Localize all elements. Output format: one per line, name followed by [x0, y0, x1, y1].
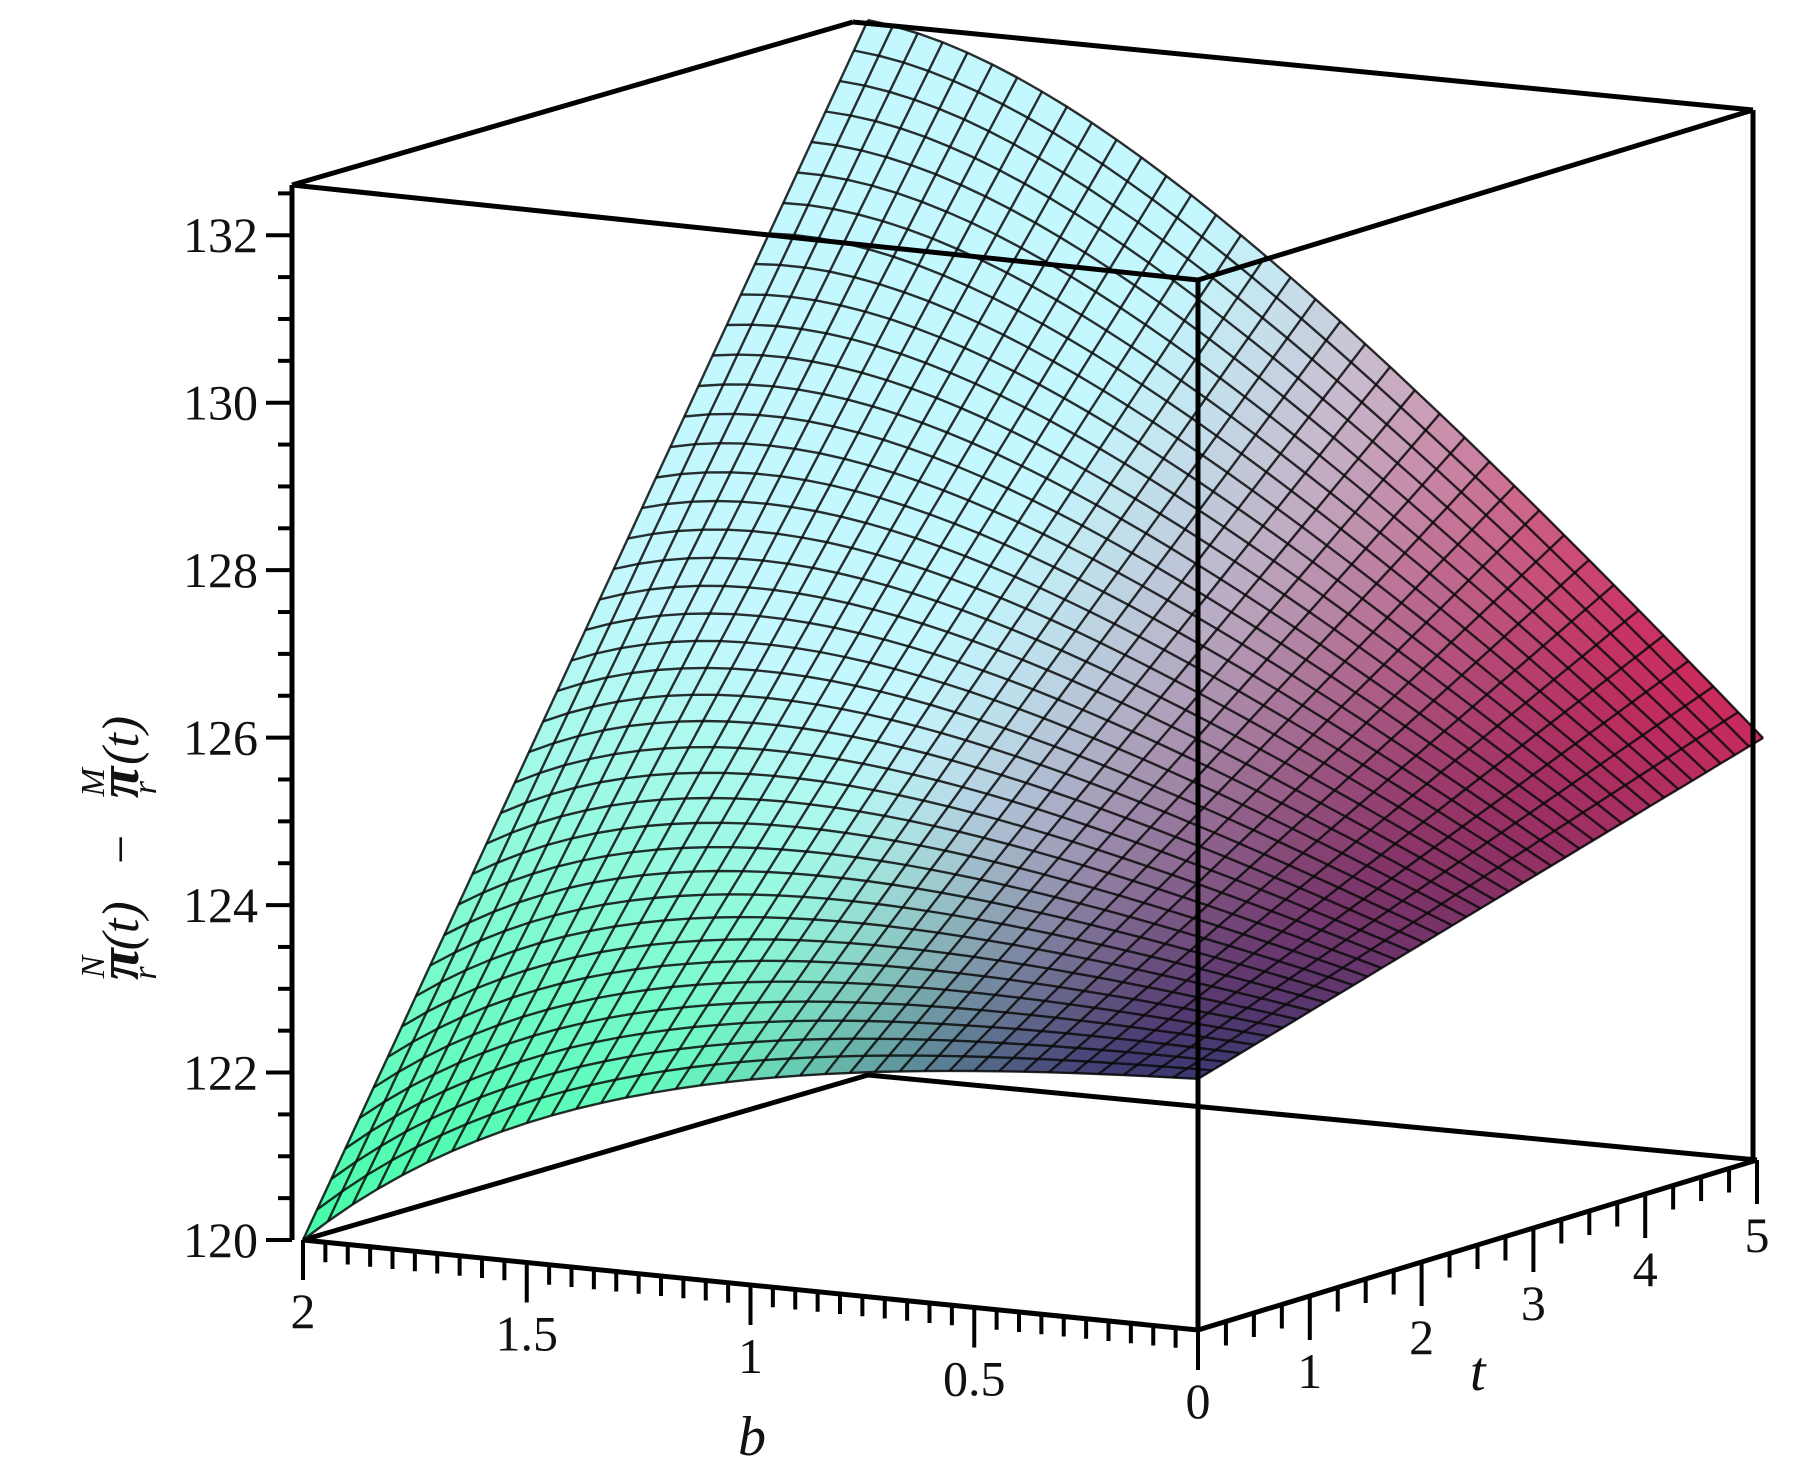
mesh-line-t: [698, 383, 1595, 842]
svg-text:πNr(t)−πMr(t): πN r(t)−πM r(t): [75, 716, 164, 980]
box-edge-back-bottom-right: [867, 1072, 1758, 1163]
mesh-line-t: [769, 232, 1665, 799]
mesh-line-t: [401, 938, 1298, 1028]
z-tick-label: 124: [183, 877, 258, 933]
t-tick-label: 1: [1297, 1343, 1322, 1399]
mesh-line-t: [472, 821, 1368, 978]
z-axis-title: πN r(t)−πM r(t): [75, 716, 164, 980]
mesh-line-t: [670, 441, 1566, 859]
b-tick-label: 1: [738, 1328, 763, 1384]
mesh-line-t: [571, 639, 1467, 918]
b-tick-label: 2: [291, 1283, 316, 1339]
mesh-line-t: [372, 980, 1269, 1089]
b-axis-title: b: [738, 1406, 766, 1468]
mesh-line-t: [853, 49, 1750, 748]
mesh-line-t: [825, 110, 1722, 765]
t-tick-label: 3: [1521, 1275, 1546, 1331]
mesh-line-t: [712, 353, 1609, 833]
z-axis: 120 122 124 126 128 130 132: [183, 191, 292, 1268]
box-edge-top-back: [852, 19, 1754, 113]
z-title-sub-r2: r: [127, 780, 164, 794]
z-title-sub-r: r: [127, 966, 164, 980]
mesh-line-t: [316, 1054, 1213, 1211]
mesh-line-t: [415, 915, 1312, 1012]
box-edge-top-front: [291, 182, 1199, 283]
mesh-line-t: [839, 79, 1736, 756]
mesh-line-t: [867, 18, 1764, 739]
mesh-line-t: [443, 869, 1340, 995]
mesh-line-t: [358, 1000, 1255, 1120]
mesh-line-t: [627, 528, 1524, 884]
mesh-line-t: [387, 959, 1284, 1059]
box-edge-top-right: [1197, 107, 1754, 283]
z-title-sup-n: N: [75, 953, 112, 979]
t-axis: 1 2 3 4 5: [1223, 1160, 1770, 1399]
z-tick-label: 120: [183, 1212, 258, 1268]
mesh-line-t: [429, 893, 1326, 1004]
z-title-arg-2: (t): [93, 716, 150, 765]
z-tick-label: 128: [183, 542, 258, 598]
mesh-line-t: [514, 745, 1411, 953]
mesh-line-t: [684, 412, 1581, 850]
t-tick-label: 2: [1409, 1309, 1434, 1365]
mesh-line-t: [811, 140, 1708, 773]
z-tick-label: 132: [183, 207, 258, 263]
b-axis: 2 1.5 1 0.5 0: [291, 1240, 1211, 1429]
mesh-line-t: [740, 293, 1637, 816]
z-title-pi-n: π: [86, 947, 151, 980]
mesh-line-t: [599, 584, 1496, 901]
t-tick-label: 5: [1745, 1207, 1770, 1263]
mesh-line-t: [542, 693, 1439, 936]
t-axis-title: t: [1470, 1341, 1487, 1403]
mesh-line-t: [302, 1069, 1199, 1241]
b-tick-label: 1.5: [496, 1306, 559, 1362]
z-tick-label: 122: [183, 1045, 258, 1101]
z-title-arg-1: (t): [93, 901, 150, 950]
z-title-minus: −: [93, 832, 150, 867]
mesh-line-t: [528, 719, 1425, 944]
box-edge-top-left: [291, 19, 854, 188]
mesh-line-t: [344, 1019, 1241, 1150]
t-tick-label: 4: [1633, 1241, 1658, 1297]
mesh-line-t: [486, 796, 1383, 970]
mesh-line-t: [754, 262, 1651, 808]
mesh-line-t: [613, 556, 1510, 893]
mesh-line-t: [655, 471, 1552, 867]
box-edge-back-bottom-left: [302, 1072, 869, 1243]
mesh-line-t: [783, 201, 1680, 790]
b-tick-label: 0: [1186, 1373, 1211, 1429]
z-title-pi-m: π: [86, 765, 151, 798]
mesh-line-t: [797, 171, 1694, 782]
b-tick-label: 0.5: [943, 1351, 1006, 1407]
mesh-line-t: [457, 846, 1354, 987]
surface-mesh: [301, 18, 1764, 1241]
mesh-line-t: [330, 1037, 1227, 1180]
mesh-line-t: [585, 612, 1482, 910]
z-tick-label: 130: [183, 375, 258, 431]
mesh-line-t: [726, 323, 1623, 825]
z-tick-label: 126: [183, 710, 258, 766]
mesh-line-t: [556, 666, 1453, 927]
mesh-line-t: [500, 771, 1397, 961]
mesh-line-t: [641, 499, 1538, 876]
z-title-sup-m: M: [75, 767, 112, 798]
